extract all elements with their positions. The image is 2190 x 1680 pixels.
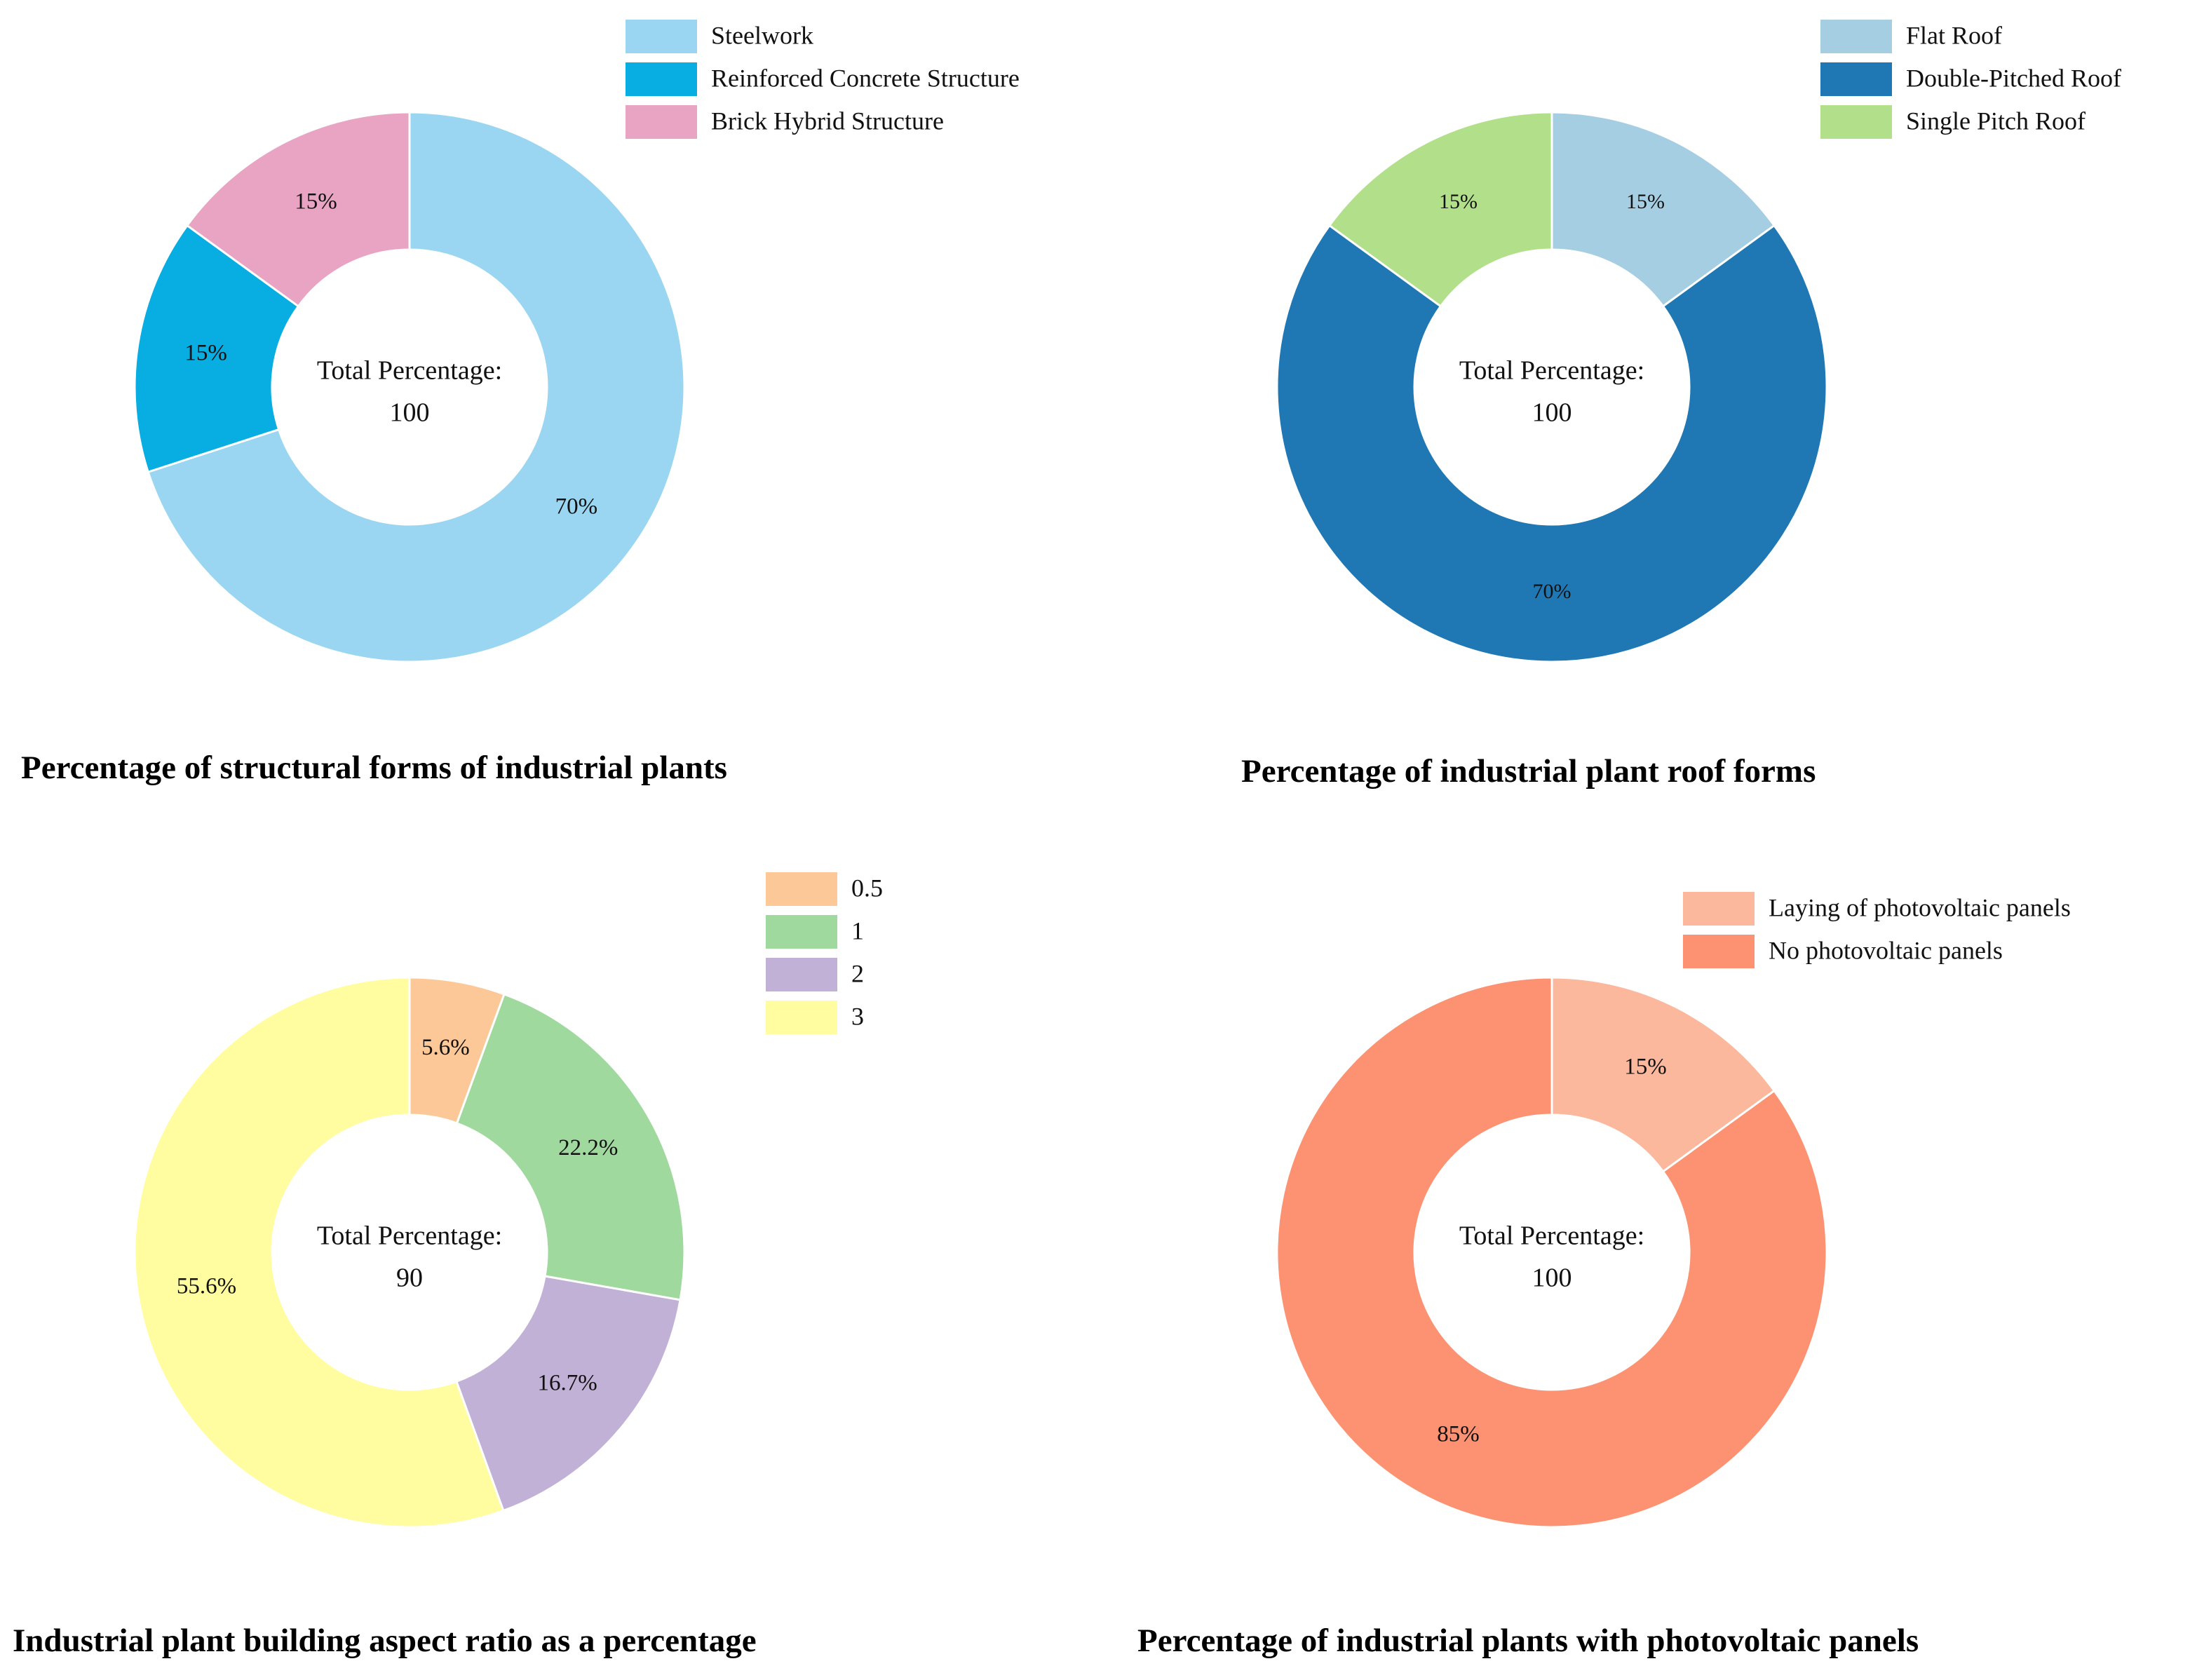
legend-swatch xyxy=(626,105,697,139)
center-label: Total Percentage: xyxy=(317,1221,502,1251)
center-total: 100 xyxy=(1532,1264,1572,1293)
legend-label: No photovoltaic panels xyxy=(1769,936,2003,964)
donut-chart-4: 15% 85% Total Percentage: 100 Laying of phot… xyxy=(1137,892,2071,1659)
slice-value-label: 15% xyxy=(295,189,337,215)
slice-value-label: 5.6% xyxy=(421,1035,470,1060)
legend-label: 0.5 xyxy=(851,874,883,902)
legend-label: 2 xyxy=(851,959,864,987)
donut-chart-2: 15% 70% 15% Total Percentage: 100 Flat Roof Do… xyxy=(1241,20,2121,790)
legend-swatch xyxy=(1683,892,1755,926)
legend: 0.5 1 2 3 xyxy=(766,872,883,1034)
legend-swatch xyxy=(766,872,837,906)
legend-label: 3 xyxy=(851,1002,864,1030)
legend-label: Steelwork xyxy=(711,21,813,49)
center-label: Total Percentage: xyxy=(1459,356,1644,386)
legend: Steelwork Reinforced Concrete Structure Br… xyxy=(626,20,1020,139)
slice-value-label: 22.2% xyxy=(558,1135,618,1160)
legend-label: Reinforced Concrete Structure xyxy=(711,64,1020,92)
legend-swatch xyxy=(1683,935,1755,968)
legend: Laying of photovoltaic panels No photovol… xyxy=(1683,892,2071,968)
donut-chart-1: 70% 15% 15% Total Percentage: 100 Steelwork Re… xyxy=(21,20,1020,786)
slice-no-photovoltaic-panels xyxy=(1276,976,1828,1529)
slice-double-pitched-roof xyxy=(1276,224,1828,663)
slice-laying-of-photovoltaic-panels xyxy=(1550,976,1776,1173)
legend-label: Single Pitch Roof xyxy=(1906,107,2086,135)
legend-swatch xyxy=(1820,20,1892,53)
chart-title: Percentage of industrial plant roof form… xyxy=(1241,753,1816,790)
slice-3 xyxy=(133,976,505,1529)
legend-label: 1 xyxy=(851,916,864,944)
slice-brick-hybrid-structure xyxy=(185,111,411,308)
slice-value-label: 16.7% xyxy=(538,1371,597,1396)
slice-value-label: 15% xyxy=(1624,1055,1667,1080)
legend: Flat Roof Double-Pitched Roof Single Pitch… xyxy=(1820,20,2121,139)
legend-swatch xyxy=(1820,62,1892,96)
chart-title: Percentage of industrial plants with pho… xyxy=(1137,1623,1919,1659)
slice-value-label: 70% xyxy=(1533,580,1571,603)
legend-label: Laying of photovoltaic panels xyxy=(1769,893,2071,921)
slice-value-label: 85% xyxy=(1437,1422,1480,1447)
legend-swatch xyxy=(626,62,697,96)
chart-title: Percentage of structural forms of indust… xyxy=(21,750,727,786)
slice-steelwork xyxy=(147,111,686,663)
center-total: 100 xyxy=(390,398,430,428)
slice-single-pitch-roof xyxy=(1327,111,1553,308)
slice-flat-roof xyxy=(1550,111,1776,308)
slice-value-label: 70% xyxy=(555,494,598,519)
legend-label: Flat Roof xyxy=(1906,21,2002,49)
legend-swatch xyxy=(626,20,697,53)
center-total: 100 xyxy=(1532,398,1572,428)
legend-swatch xyxy=(1820,105,1892,139)
donut-chart-3: 5.6% 22.2% 16.7% 55.6% Total Percentage: 90 0.… xyxy=(13,872,883,1659)
legend-swatch xyxy=(766,1001,837,1034)
legend-label: Brick Hybrid Structure xyxy=(711,107,944,135)
slice-2 xyxy=(454,1275,682,1512)
legend-label: Double-Pitched Roof xyxy=(1906,64,2121,92)
slice-value-label: 15% xyxy=(1626,190,1665,213)
legend-swatch xyxy=(766,915,837,949)
slice-1 xyxy=(455,993,686,1301)
legend-swatch xyxy=(766,958,837,991)
slice-value-label: 55.6% xyxy=(177,1274,236,1299)
slice-value-label: 15% xyxy=(184,341,227,366)
slice-reinforced-concrete-structure xyxy=(133,224,300,474)
chart-title: Industrial plant building aspect ratio a… xyxy=(13,1623,757,1659)
slice-value-label: 15% xyxy=(1439,190,1478,213)
center-total: 90 xyxy=(396,1264,423,1293)
center-label: Total Percentage: xyxy=(1459,1221,1644,1251)
center-label: Total Percentage: xyxy=(317,356,502,386)
